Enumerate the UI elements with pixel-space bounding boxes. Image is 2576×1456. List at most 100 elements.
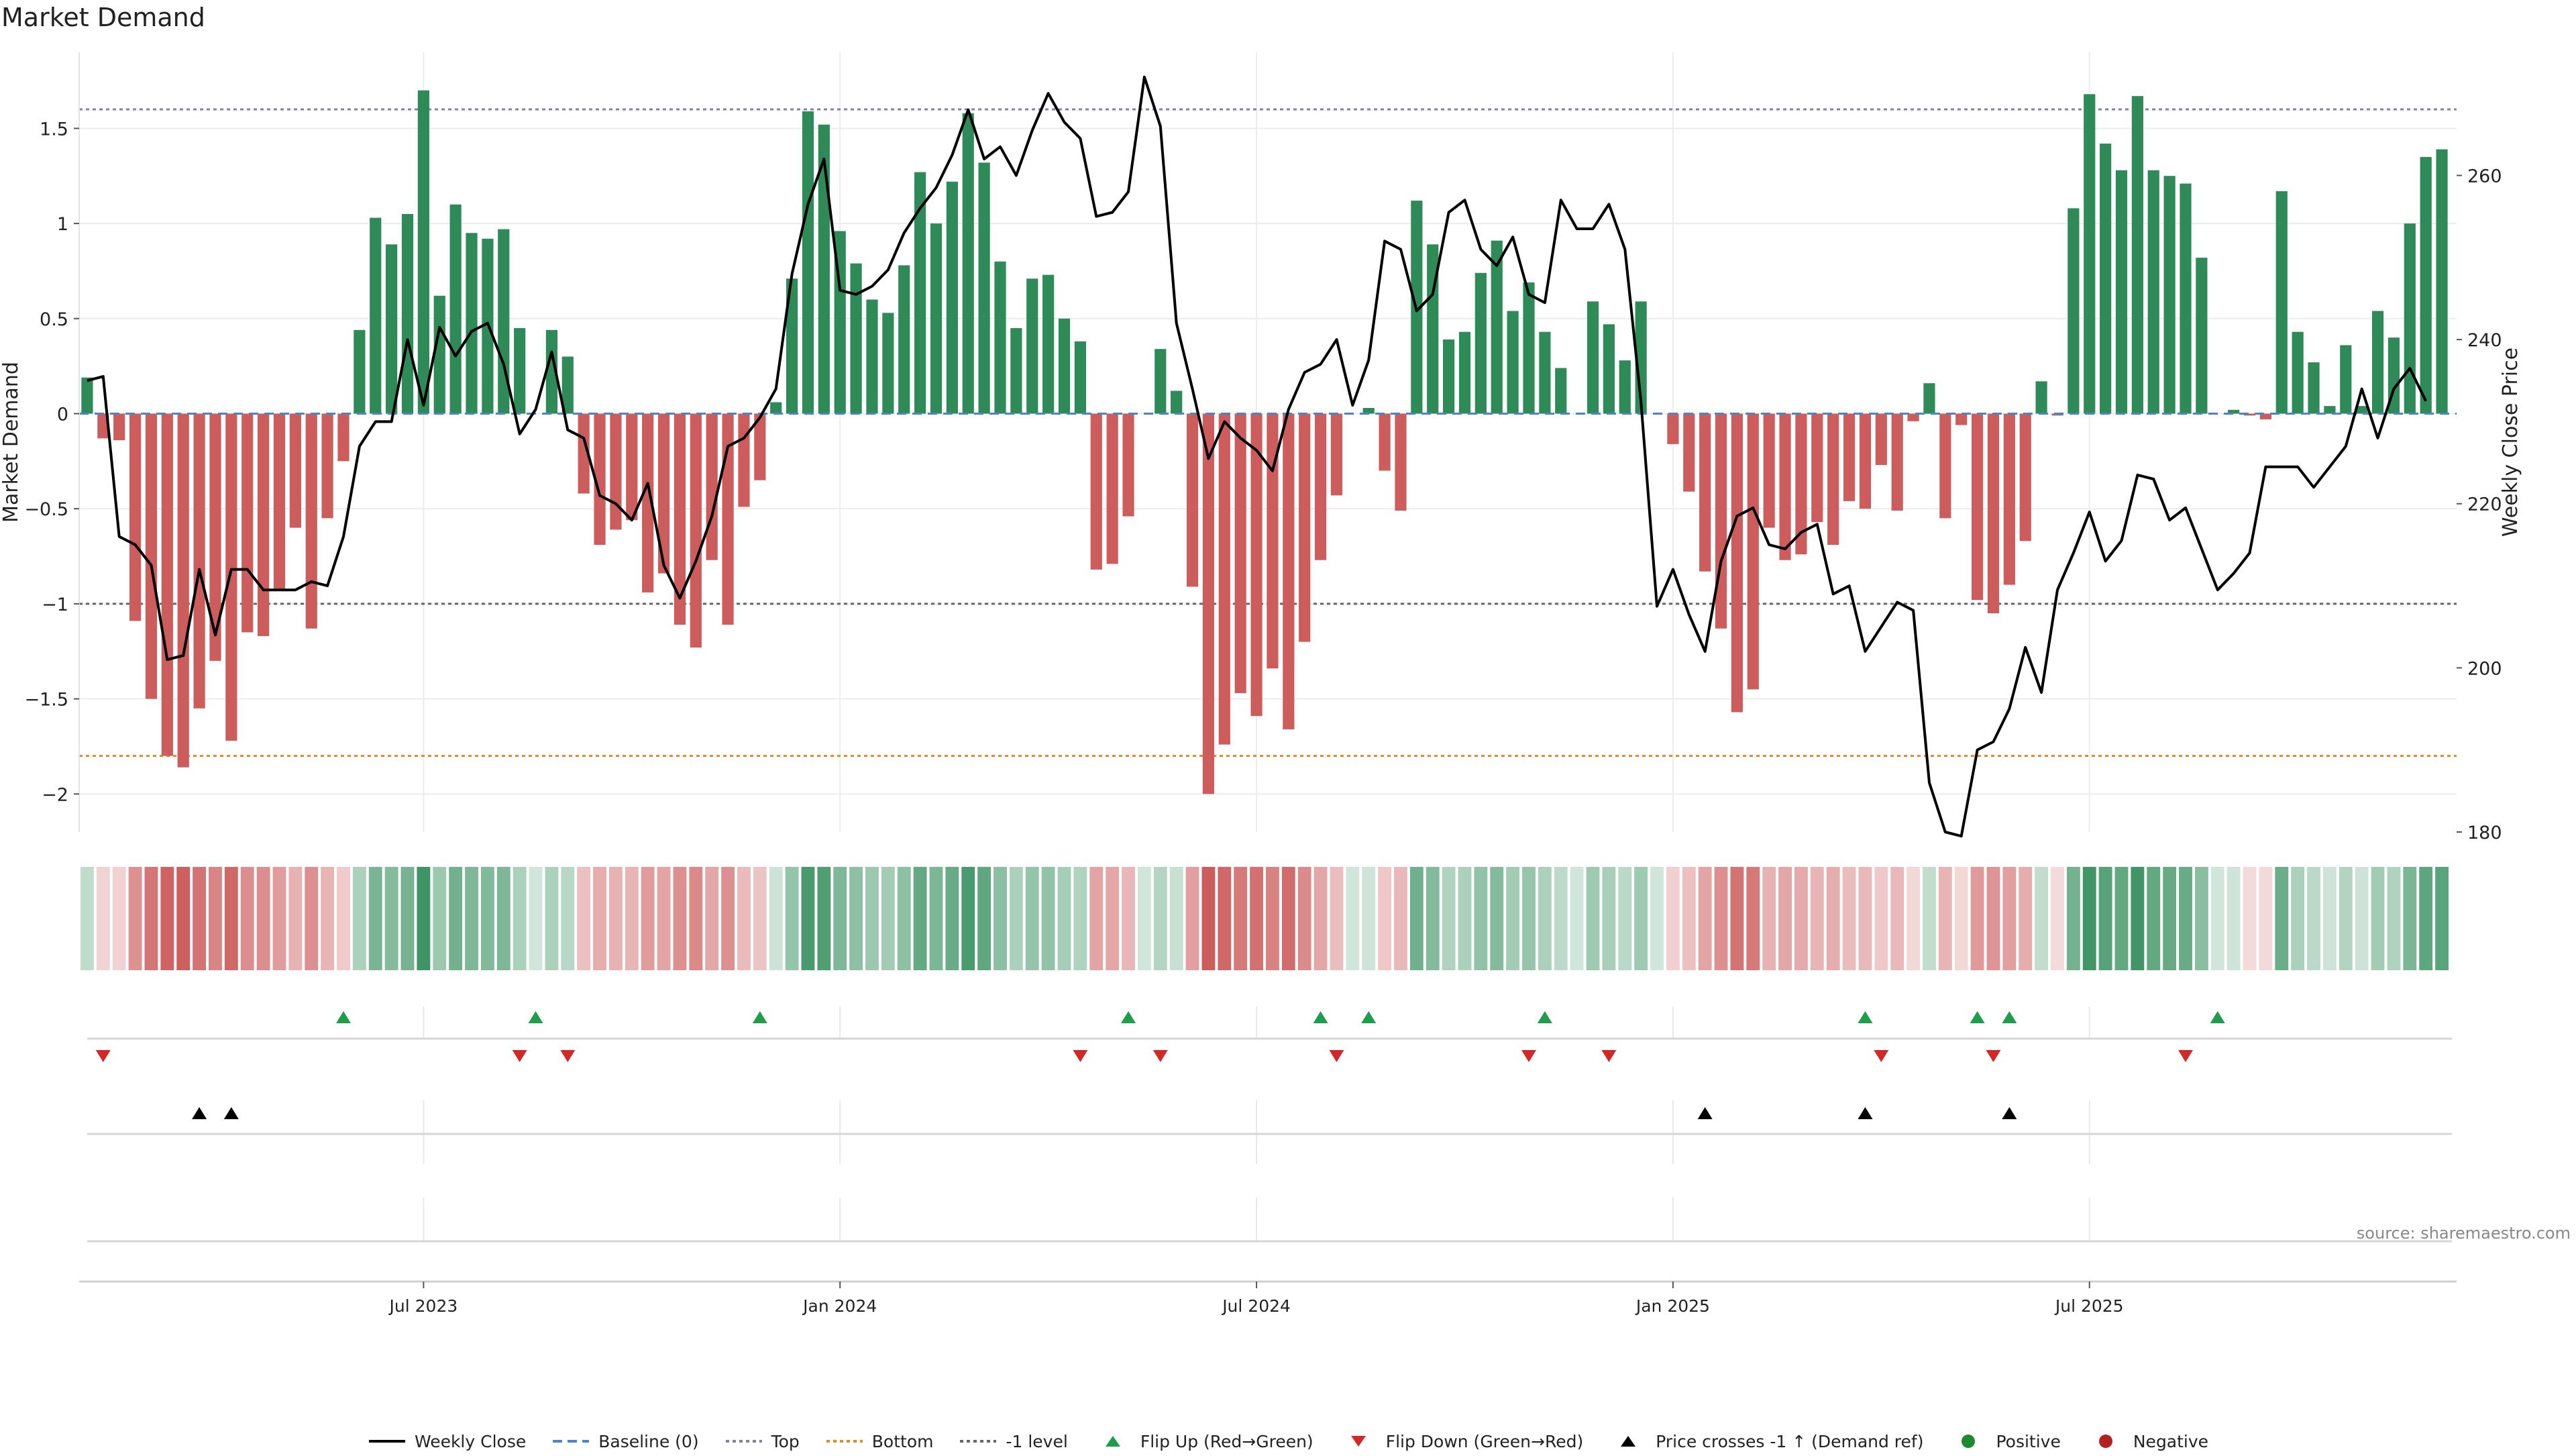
demand-bar-positive <box>466 233 478 414</box>
y2-tick-label: 240 <box>2467 330 2502 351</box>
heat-cell <box>2322 867 2337 970</box>
flip-down-marker <box>1521 1050 1536 1062</box>
heat-cell <box>2082 867 2096 970</box>
legend-item-baseline: Baseline (0) <box>551 1432 699 1451</box>
demand-bar-positive <box>2356 406 2368 414</box>
demand-bar-negative <box>610 413 622 530</box>
heat-cell <box>1858 867 1872 970</box>
demand-bar-negative <box>1090 413 1102 570</box>
heat-cell <box>1762 867 1776 970</box>
x-tick-label: Jan 2025 <box>1635 1296 1710 1316</box>
heat-cell <box>1409 867 1424 970</box>
demand-bar-positive <box>1523 282 1535 414</box>
demand-bar-positive <box>561 356 574 414</box>
heat-cell <box>2114 867 2129 970</box>
heat-cell <box>224 867 238 970</box>
demand-bar-positive <box>1619 360 1631 414</box>
heat-cell <box>2066 867 2080 970</box>
demand-bar-negative <box>738 413 750 507</box>
heat-cell <box>689 867 703 970</box>
demand-bar-positive <box>2147 170 2159 414</box>
heat-cell <box>1986 867 2000 970</box>
heat-cell <box>1426 867 1440 970</box>
demand-bar-negative <box>2243 413 2256 416</box>
demand-bar-positive <box>2404 223 2416 414</box>
flip-down-marker <box>95 1050 111 1062</box>
demand-bar-negative <box>1330 413 1343 496</box>
legend-label: -1 level <box>1006 1431 1068 1451</box>
y2-tick-label: 220 <box>2467 495 2502 515</box>
demand-bar-positive <box>433 295 445 414</box>
demand-bar-negative <box>1250 413 1263 717</box>
heat-cell <box>817 867 831 970</box>
demand-bar-positive <box>930 223 943 414</box>
heat-cell <box>2019 867 2033 970</box>
heat-cell <box>753 867 767 970</box>
demand-bar-positive <box>386 244 398 414</box>
demand-bar-negative <box>1299 413 1311 642</box>
legend-label: Flip Down (Green→Red) <box>1385 1431 1584 1451</box>
flip-up-marker <box>335 1011 351 1023</box>
heat-cell <box>352 867 366 970</box>
heat-cell <box>1554 867 1568 970</box>
heat-cell <box>625 867 639 970</box>
legend-item-dot-positive: Positive <box>1949 1432 2061 1451</box>
demand-bar-negative <box>690 413 702 648</box>
heat-cell <box>2259 867 2273 970</box>
heat-cell <box>160 867 174 970</box>
demand-bar-positive <box>370 217 382 414</box>
demand-bar-positive <box>946 181 958 414</box>
demand-bar-positive <box>2035 381 2047 414</box>
demand-bar-negative <box>209 413 221 661</box>
legend-swatch <box>1339 1433 1378 1449</box>
demand-bar-positive <box>545 329 558 414</box>
demand-heat-strip <box>80 867 2449 970</box>
demand-bar-positive <box>2420 156 2432 414</box>
demand-bar-negative <box>225 413 237 741</box>
heat-cell <box>1506 867 1520 970</box>
legend-marker <box>1105 1436 1120 1447</box>
demand-bar-negative <box>1186 413 1199 587</box>
demand-bar-positive <box>1042 274 1055 414</box>
y2-axis-label: Weekly Close Price <box>2499 348 2522 537</box>
heat-cell <box>1842 867 1856 970</box>
heat-cell <box>2179 867 2192 970</box>
demand-bar-negative <box>177 413 189 768</box>
heat-cell <box>1185 867 1199 970</box>
demand-bar-positive <box>786 278 798 414</box>
heat-cell <box>961 867 975 970</box>
demand-bar-negative <box>674 413 686 625</box>
heat-cell <box>608 867 623 970</box>
heat-cell <box>1682 867 1696 970</box>
demand-bar-negative <box>97 413 109 439</box>
heat-cell <box>1474 867 1488 970</box>
demand-bar-positive <box>978 162 990 414</box>
heat-cell <box>2243 867 2257 970</box>
heat-cell <box>2403 867 2417 970</box>
legend-swatch <box>724 1433 763 1449</box>
flip-down-marker <box>1152 1050 1168 1062</box>
heat-cell <box>593 867 606 970</box>
heat-cell <box>337 867 350 970</box>
demand-bar-positive <box>770 402 782 414</box>
demand-bar-negative <box>2019 413 2031 541</box>
heat-cell <box>1634 867 1648 970</box>
demand-bar-negative <box>1218 413 1230 745</box>
demand-bar-positive <box>514 327 526 414</box>
heat-cell <box>384 867 398 970</box>
legend-swatch <box>368 1433 407 1449</box>
heat-cell <box>929 867 943 970</box>
heat-cell <box>994 867 1007 970</box>
y-tick-label: −1.5 <box>24 690 68 711</box>
y-tick-label: 1.5 <box>40 119 68 140</box>
heat-cell <box>1394 867 1407 970</box>
heat-cell <box>657 867 671 970</box>
demand-bar-negative <box>1202 413 1215 794</box>
demand-bar-negative <box>1939 413 1951 519</box>
heat-cell <box>1714 867 1728 970</box>
legend-marker <box>2098 1435 2112 1448</box>
heat-cell <box>1153 867 1167 970</box>
legend-item-top: Top <box>724 1432 800 1451</box>
heat-cell <box>1250 867 1263 970</box>
heat-cell <box>2131 867 2145 970</box>
